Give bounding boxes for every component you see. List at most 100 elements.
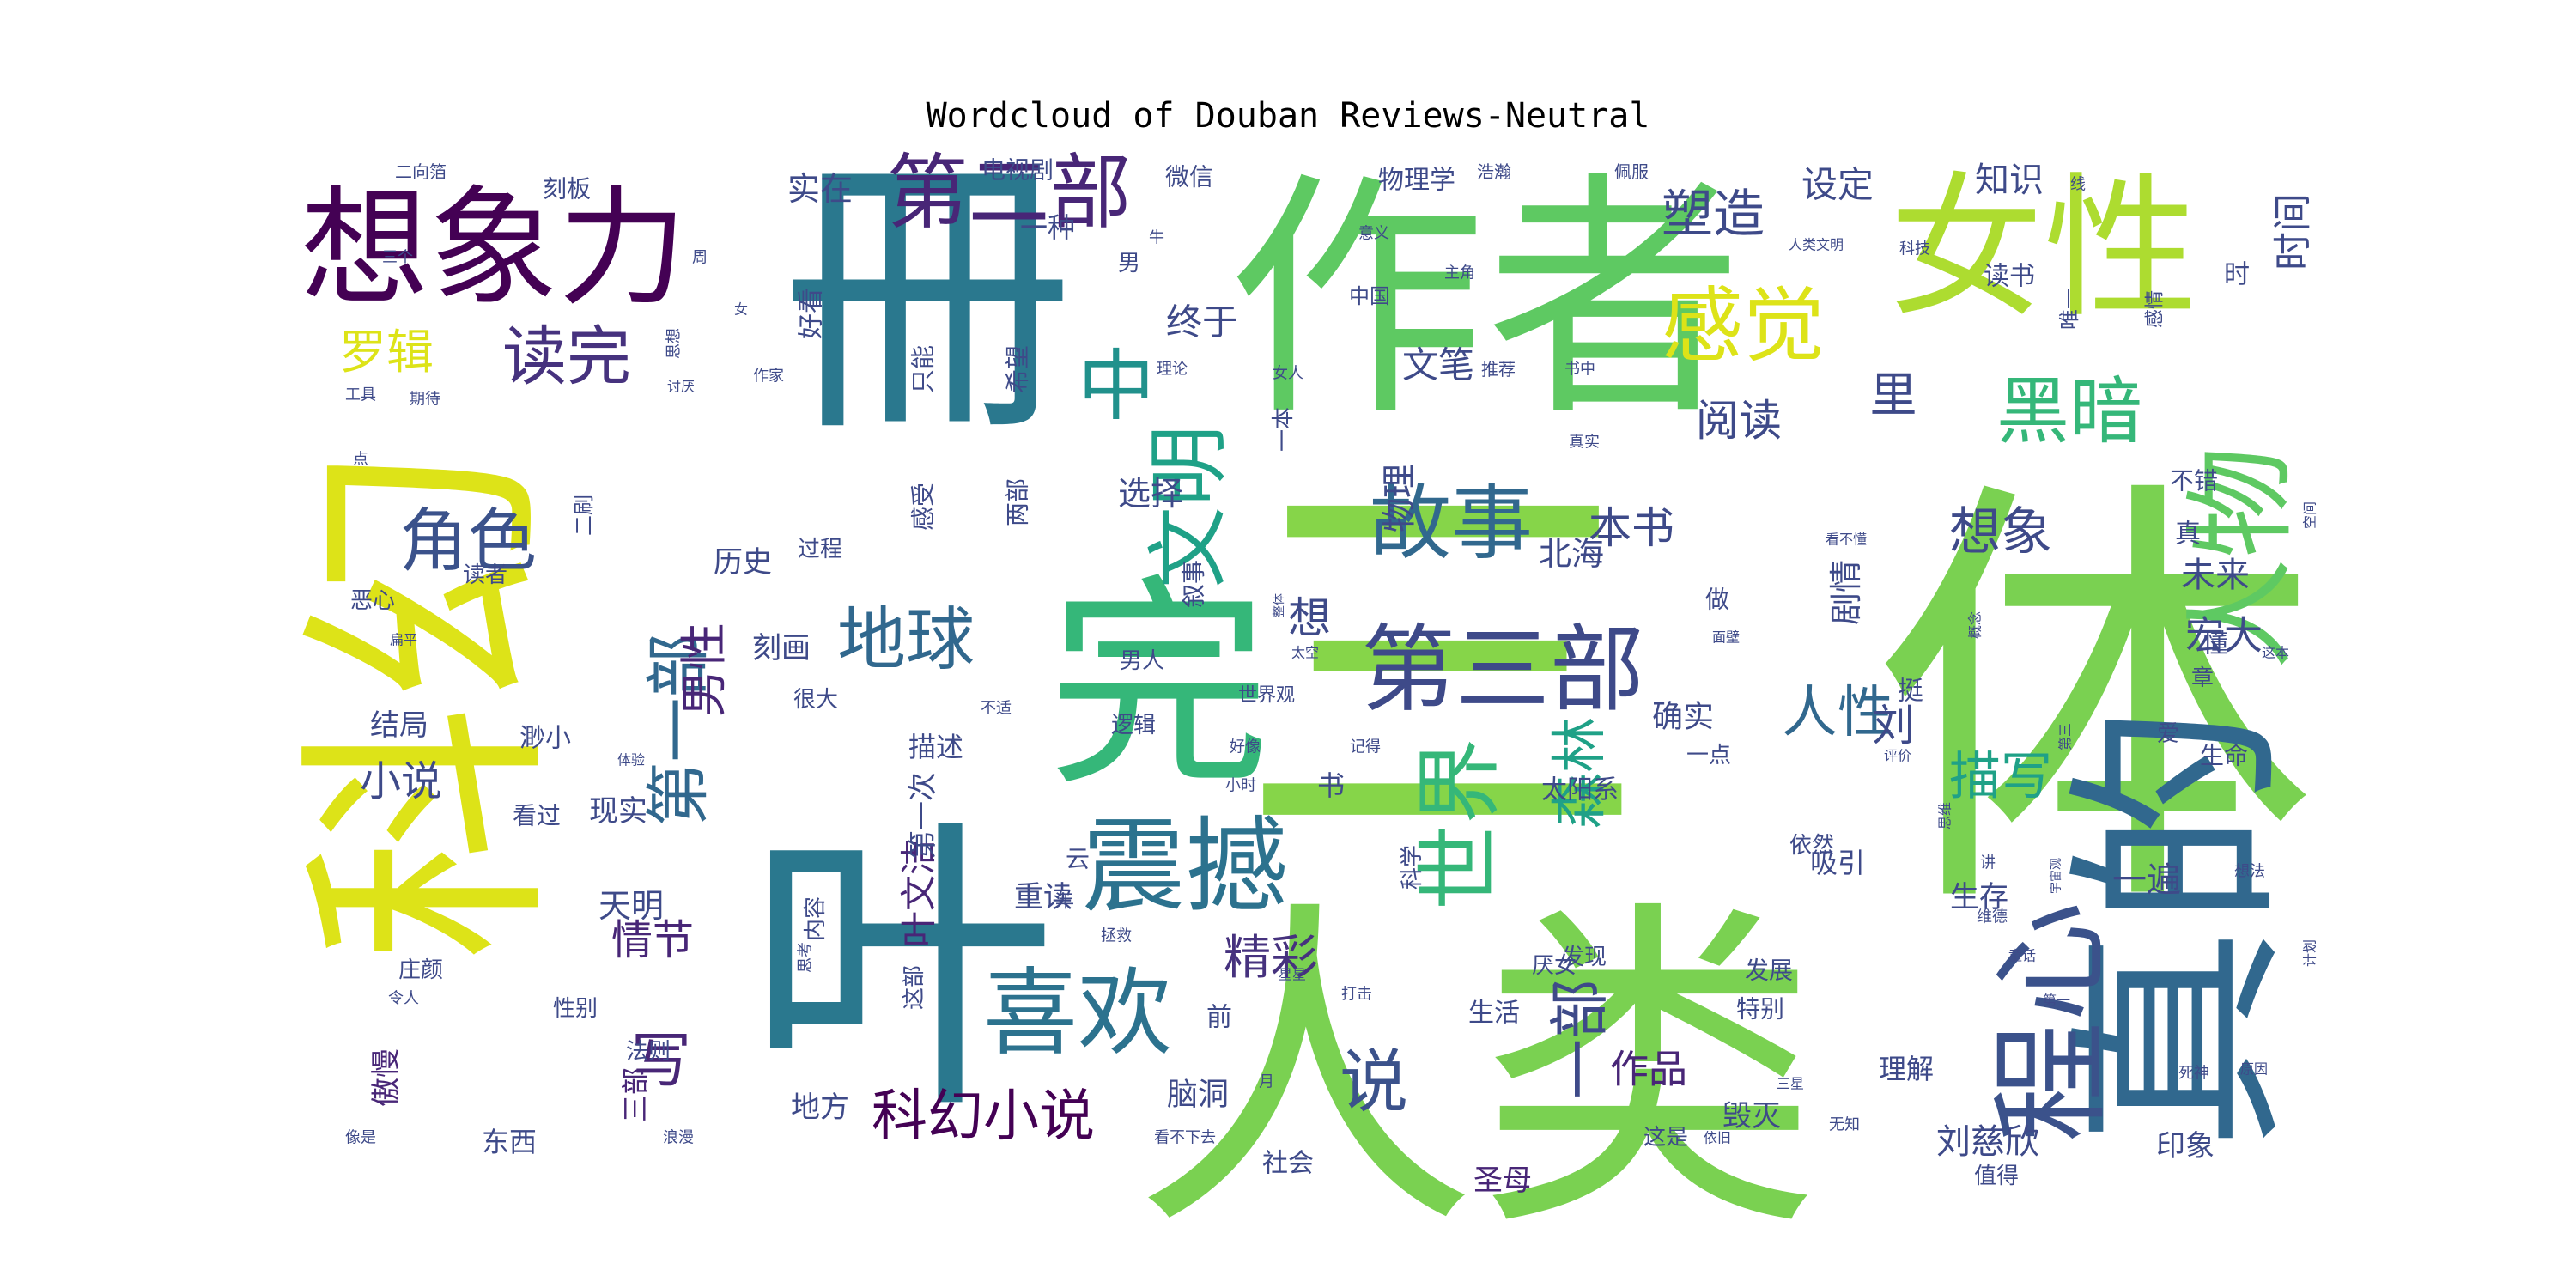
word-72: 结局	[370, 708, 428, 743]
word-138: 世界观	[1238, 685, 1295, 707]
word-115: 内容	[803, 896, 829, 941]
word-111: 过程	[798, 537, 842, 562]
word-171: 像是	[345, 1129, 376, 1147]
word-179: 童话	[2008, 948, 2036, 964]
word-16: 第二部	[886, 146, 1131, 240]
word-162: 想法	[2234, 863, 2265, 881]
word-169: 看不下去	[1154, 1129, 1216, 1147]
word-18: 文明	[1142, 425, 1236, 588]
word-142: 期待	[410, 391, 440, 409]
word-163: 计划	[2302, 939, 2318, 967]
word-185: 太空	[1291, 645, 1319, 661]
word-126: 前	[1206, 1003, 1232, 1033]
word-105: 刻板	[543, 175, 591, 204]
word-133: 一本	[1271, 407, 1297, 452]
word-73: 历史	[714, 545, 772, 580]
word-181: 小时	[1225, 777, 1256, 795]
word-92: 两部	[1004, 478, 1032, 526]
word-36: 精彩	[1224, 930, 1318, 985]
word-197: 思维	[1937, 802, 1953, 829]
word-187: 概念	[1967, 611, 1984, 639]
word-123: 性别	[553, 996, 598, 1022]
word-124: 法则	[626, 1039, 671, 1065]
word-173: 月	[1259, 1073, 1274, 1091]
word-190: 体验	[617, 752, 645, 769]
word-9: 女性	[1889, 160, 2198, 339]
word-157: 真实	[1569, 434, 1600, 452]
word-109: 看过	[513, 802, 561, 830]
word-132: 二刷	[572, 495, 596, 536]
word-191: 点	[353, 451, 368, 469]
word-91: 感受	[909, 483, 938, 531]
word-49: 文笔	[1402, 344, 1474, 386]
word-104: 真	[2175, 519, 2201, 550]
word-113: 逻辑	[1111, 713, 1156, 738]
word-54: 设定	[1801, 164, 1874, 206]
word-145: 作家	[753, 368, 784, 386]
word-57: 实在	[787, 170, 853, 208]
word-60: 北海	[1539, 535, 1604, 573]
word-53: 终于	[1166, 301, 1238, 343]
word-89: 只能	[909, 345, 938, 393]
word-5: 叶	[747, 791, 1056, 1151]
word-174: 星星	[1279, 967, 1306, 983]
word-144: 讨厌	[667, 379, 695, 395]
word-55: 知识	[1975, 161, 2044, 200]
word-177: 思考	[797, 942, 815, 973]
word-192: 牛	[1149, 229, 1164, 247]
word-67: 圣母	[1473, 1163, 1532, 1198]
word-141: 工具	[345, 386, 376, 404]
word-64: 生存	[1950, 880, 2008, 914]
word-160: 这本	[2262, 645, 2289, 661]
word-158: 看不懂	[1826, 532, 1867, 548]
word-11: 程心	[1983, 902, 2123, 1142]
word-44: 情节	[611, 916, 694, 964]
word-6: 冊	[781, 131, 1073, 471]
word-27: 一部	[1545, 979, 1615, 1099]
word-17: 世界	[1410, 738, 1510, 910]
word-125: 书	[1317, 769, 1345, 802]
word-15: 第三部	[1361, 615, 1644, 725]
word-56: 未来	[2181, 556, 2250, 595]
word-198: 第三	[2057, 723, 2074, 750]
word-22: 故事	[1370, 477, 1533, 571]
word-106: 微信	[1165, 163, 1213, 191]
word-68: 毁灭	[1722, 1099, 1781, 1133]
word-29: 科幻小说	[872, 1084, 1095, 1149]
word-118: 这是	[1643, 1125, 1688, 1151]
word-134: 男	[1118, 251, 1140, 276]
word-40: 时间	[2270, 193, 2316, 270]
word-97: 发现	[1562, 945, 1607, 970]
word-96: 发展	[1745, 957, 1793, 985]
word-19: 感觉	[1662, 279, 1825, 374]
word-81: 三部	[619, 1067, 652, 1122]
word-10: 想象力	[301, 174, 687, 324]
word-100: 不错	[2170, 467, 2218, 495]
word-165: 死神	[2178, 1065, 2209, 1083]
word-95: 特别	[1736, 995, 1784, 1024]
word-193: 女	[734, 301, 748, 318]
word-85: 物理学	[1378, 166, 1455, 196]
chart-title: Wordcloud of Douban Reviews-Neutral	[926, 96, 1650, 136]
word-63: 剧情	[1827, 560, 1865, 625]
word-32: 人性	[1782, 681, 1893, 745]
word-195: 讲	[1980, 854, 1996, 872]
word-152: 人类文明	[1789, 237, 1844, 253]
word-188: 面壁	[1712, 629, 1740, 646]
word-137: 中国	[1349, 284, 1390, 308]
word-93: 叙事	[1180, 560, 1208, 608]
word-102: 时	[2224, 260, 2250, 290]
word-8: 真的	[2051, 704, 2311, 1151]
word-62: 确实	[1652, 700, 1714, 735]
word-183: 记得	[1350, 738, 1381, 756]
word-21: 中	[1078, 342, 1155, 432]
word-76: 描述	[908, 731, 963, 763]
word-168: 三星	[1777, 1076, 1804, 1092]
word-39: 男性	[677, 623, 732, 717]
word-159: 空间	[2302, 501, 2318, 529]
word-24: 角色	[399, 501, 537, 581]
word-161: 评价	[1884, 748, 1911, 764]
word-178: 维德	[1977, 908, 2008, 927]
